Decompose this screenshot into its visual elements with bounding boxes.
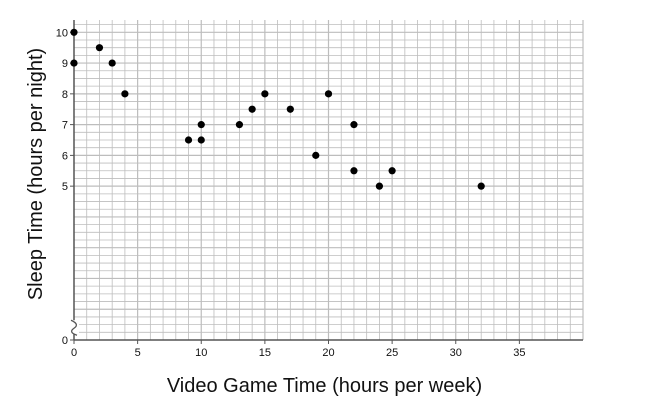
data-point — [286, 105, 294, 113]
y-tick-label: 7 — [62, 120, 68, 132]
grid — [74, 20, 584, 340]
data-point — [350, 167, 358, 175]
data-point — [350, 121, 358, 129]
data-points — [70, 28, 485, 190]
axis-break-mask — [69, 320, 79, 335]
data-point — [121, 90, 129, 98]
y-tick-labels: 0 5 6 7 8 9 10 — [56, 27, 74, 347]
x-tick-label: 35 — [513, 347, 525, 359]
y-tick-label: 9 — [62, 58, 68, 70]
data-point — [261, 90, 269, 98]
data-point — [312, 151, 320, 159]
data-point — [375, 182, 383, 190]
data-point — [70, 59, 78, 67]
y-tick-label: 10 — [56, 27, 68, 39]
x-tick-label: 10 — [195, 347, 207, 359]
data-point — [184, 136, 193, 144]
x-tick-label: 0 — [71, 347, 77, 359]
x-tick-label: 25 — [386, 347, 398, 359]
y-tick-label: 5 — [62, 181, 68, 193]
y-tick-label: 8 — [62, 89, 68, 101]
x-tick-label: 20 — [322, 347, 334, 359]
x-axis-title: Video Game Time (hours per week) — [167, 375, 482, 397]
data-point — [324, 90, 333, 98]
y-axis-title: Sleep Time (hours per night) — [25, 48, 47, 300]
data-point — [197, 136, 205, 144]
data-point — [477, 182, 485, 190]
axes — [69, 20, 583, 341]
x-tick-label: 30 — [450, 347, 462, 359]
axis-break-icon — [70, 319, 78, 336]
data-point — [388, 167, 396, 175]
data-point — [235, 121, 244, 129]
data-point — [248, 105, 256, 113]
x-tick-label: 5 — [135, 347, 141, 359]
x-tick-labels: 0 5 10 15 20 25 30 35 — [71, 340, 526, 359]
data-point — [95, 44, 104, 52]
data-point — [197, 121, 205, 129]
y-tick-label: 6 — [62, 150, 68, 162]
y-tick-label: 0 — [62, 335, 68, 347]
data-point — [108, 59, 116, 67]
x-tick-label: 15 — [259, 347, 271, 359]
data-point — [70, 28, 78, 36]
